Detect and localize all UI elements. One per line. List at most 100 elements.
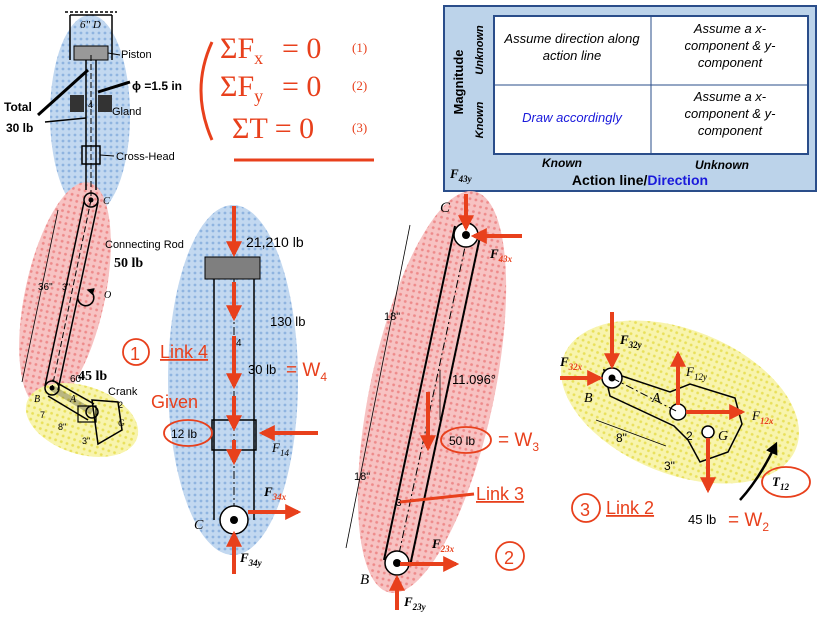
- w4-label: = W4: [286, 360, 327, 384]
- cell-unknown-known: Assume direction along action line: [504, 31, 640, 63]
- total-label: Total: [4, 100, 32, 114]
- dim-8-small: 8": [58, 422, 66, 432]
- f43x-label: F43x: [489, 246, 513, 264]
- link2-title: Link 2: [606, 498, 654, 518]
- eq2-number: (2): [352, 78, 367, 93]
- row-header: Magnitude: [451, 50, 466, 115]
- two-label-small: 2: [118, 400, 123, 410]
- crank-body: [602, 368, 743, 463]
- f12-value: 12 lb: [171, 427, 197, 441]
- link2-dim-8: 8": [616, 431, 627, 445]
- t12-circle: [761, 466, 811, 498]
- link4-c-label: C: [194, 518, 204, 533]
- total-weight: 30 lb: [6, 121, 33, 135]
- dim-3: 3": [62, 282, 70, 292]
- force-assumption-table: Magnitude Unknown Known Assume direction…: [443, 5, 817, 192]
- cylinder: [65, 11, 117, 60]
- force-21210: 21,210 lb: [246, 234, 304, 250]
- conrod-weight: 50 lb: [114, 256, 143, 271]
- link2-circle-num: [571, 493, 601, 523]
- eq3-number: (3): [352, 120, 367, 135]
- equilibrium-equations: ΣFx = 0 (1) ΣFy = 0 (2) ΣT = 0 (3): [199, 32, 374, 162]
- equations-brace: [199, 41, 214, 141]
- b-label-small: B: [34, 394, 40, 405]
- angle-11096: 11.096°: [452, 372, 496, 387]
- link2-two: 2: [686, 429, 693, 443]
- link-4-number-small: 4: [88, 100, 93, 110]
- w3-value: 50 lb: [449, 434, 475, 448]
- dim-18-top: 18": [384, 311, 400, 323]
- col-known: Known: [542, 156, 582, 170]
- w3-circle: [440, 426, 492, 454]
- f23y-label: F23y: [403, 594, 427, 612]
- eq3: ΣT = 0: [232, 112, 314, 145]
- link3-circle-text: 2: [504, 548, 514, 568]
- piston-label: Piston: [121, 49, 152, 61]
- link2-circle-text: 3: [580, 500, 590, 520]
- row-unknown: Unknown: [474, 25, 486, 75]
- f32x-label: F32x: [559, 354, 583, 372]
- f23x-label: F23x: [431, 536, 455, 554]
- link4-number: 4: [236, 338, 242, 349]
- link2-a-label: A: [651, 391, 661, 406]
- eq1-rhs: = 0: [282, 32, 321, 65]
- f43y-label: F43y: [449, 166, 473, 184]
- d-label: 6" D: [80, 19, 101, 31]
- gland-shape: [70, 95, 84, 112]
- w3-label: = W3: [498, 430, 539, 454]
- crosshead-label: Cross-Head: [116, 151, 175, 163]
- svg-text:7: 7: [40, 410, 45, 420]
- eq1-number: (1): [352, 40, 367, 55]
- blob-link4-small: [50, 15, 130, 215]
- force-130: 130 lb: [270, 314, 305, 329]
- conrod-label: Connecting Rod: [105, 239, 184, 251]
- crank-label: Crank: [108, 386, 138, 398]
- col-header: Action line/Direction: [572, 172, 708, 188]
- w2-value: 45 lb: [688, 512, 716, 527]
- cell-unknown-unknown: Assume a x-component & y-component: [684, 21, 776, 70]
- f34x-label: F34x: [263, 484, 287, 502]
- link4-fbd: C 4 21,210 lb 130 lb 30 lb = W4 Given 12…: [122, 205, 327, 574]
- f12x-label: F12x: [751, 408, 774, 426]
- dim-36: 36": [38, 282, 53, 293]
- link4-title: Link 4: [160, 342, 208, 362]
- dim-18-bottom: 18": [354, 471, 370, 483]
- mechanism-assembly: 6" D Piston Gland 4 ϕ =1.5 in Total 30 l…: [4, 11, 184, 457]
- f34y-label: F34y: [239, 550, 263, 568]
- c-label-small: C: [103, 196, 110, 207]
- f14-label: F14: [271, 440, 289, 458]
- cell-known-unknown: Assume a x-component & y-component: [684, 89, 776, 138]
- link2-b-label: B: [584, 391, 593, 406]
- cell-known-known: Draw accordingly: [522, 110, 623, 125]
- link3-fbd: C B F43y F43x 18" 11.096° 50 lb = W3 18"…: [345, 166, 539, 612]
- f12-circle: [163, 419, 213, 447]
- angle-60: 60°: [70, 374, 85, 385]
- eq2-lhs: ΣFy: [220, 70, 263, 106]
- given-label: Given: [151, 392, 198, 412]
- t12-arrow: [739, 441, 778, 501]
- link2-fbd: F32y F32x F12y B A F12x 8" 2 G 3" T12 3 …: [559, 312, 811, 534]
- col-unknown: Unknown: [695, 158, 749, 172]
- gland-label: Gland: [112, 106, 141, 118]
- link2-dim-3: 3": [664, 459, 675, 473]
- a-label-small: A: [69, 394, 77, 405]
- link2-g-label: G: [718, 429, 728, 444]
- link3-title: Link 3: [476, 484, 524, 504]
- phi-label: ϕ =1.5 in: [132, 79, 182, 93]
- w4-value: 30 lb: [248, 362, 276, 377]
- link3-number: 3: [396, 498, 402, 509]
- eq2-rhs: = 0: [282, 70, 321, 103]
- f32y-label: F32y: [619, 332, 643, 350]
- f12y-label: F12y: [685, 364, 707, 382]
- link3-pointer: [399, 492, 475, 504]
- link3-circle-num: [495, 541, 525, 571]
- link4-circle-text: 1: [130, 344, 140, 364]
- g-label-small: G: [118, 418, 125, 428]
- link4-circle-num: [122, 338, 150, 366]
- o-label: O: [104, 290, 111, 301]
- w2-label: = W2: [728, 510, 769, 534]
- link3-c-label: C: [440, 200, 451, 216]
- t12-label: T12: [772, 474, 789, 492]
- dim-3-small: 3": [82, 436, 90, 446]
